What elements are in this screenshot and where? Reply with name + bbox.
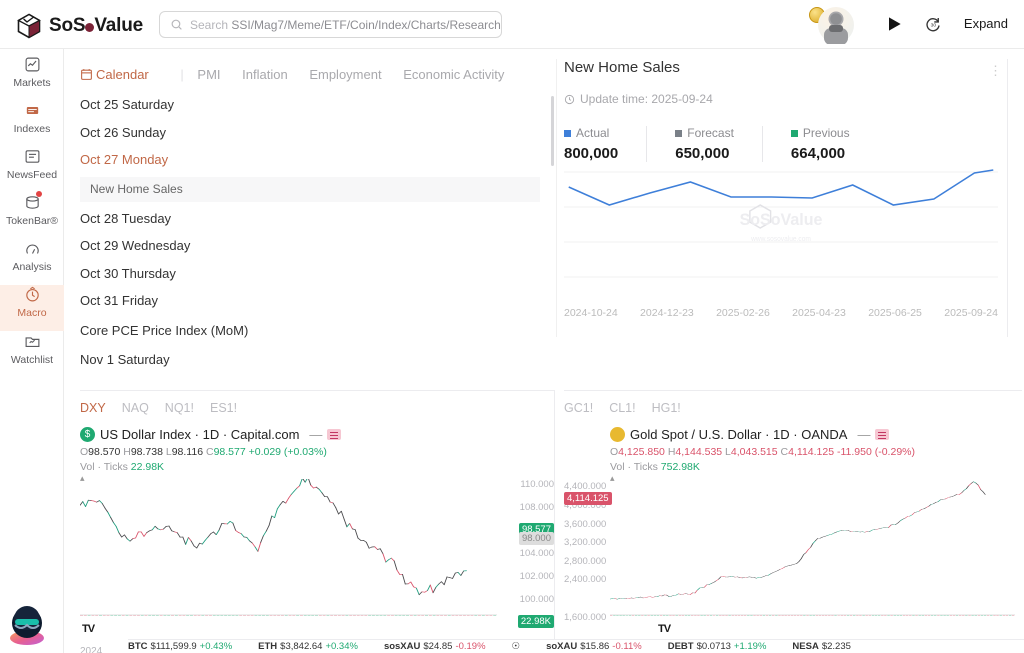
svg-text:30: 30 [931, 23, 937, 29]
svg-text:www.sosovalue.com: www.sosovalue.com [750, 236, 811, 243]
svg-text:SoSoValue: SoSoValue [740, 210, 823, 230]
